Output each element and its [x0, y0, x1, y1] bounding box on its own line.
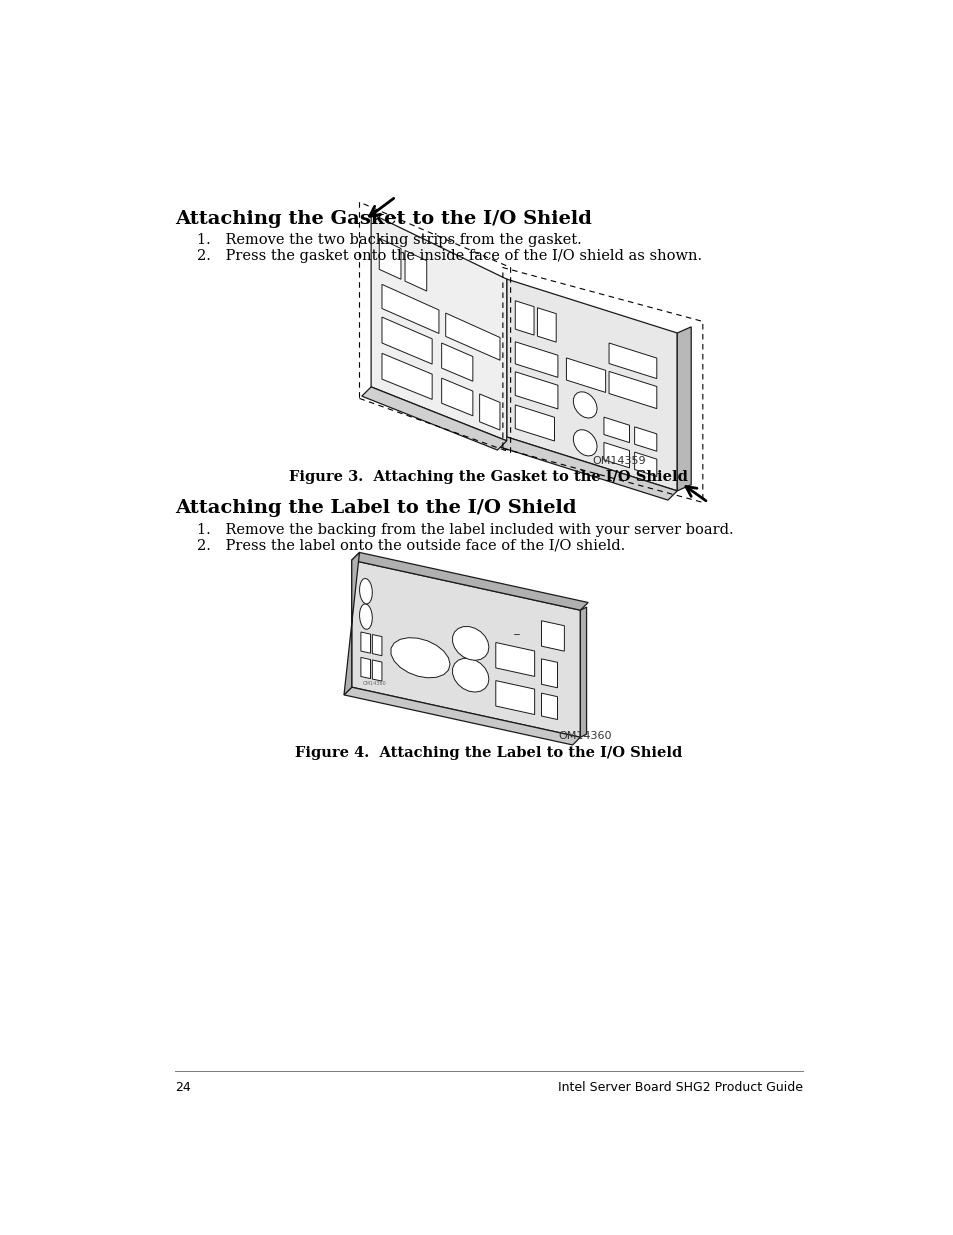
Polygon shape: [441, 378, 473, 416]
Polygon shape: [445, 312, 499, 361]
Polygon shape: [537, 308, 556, 342]
Polygon shape: [344, 552, 359, 695]
Polygon shape: [352, 552, 587, 610]
Polygon shape: [566, 358, 605, 393]
Polygon shape: [515, 372, 558, 409]
Polygon shape: [634, 452, 656, 477]
Polygon shape: [515, 342, 558, 378]
Polygon shape: [515, 405, 554, 441]
Text: OM14360: OM14360: [363, 680, 386, 685]
Text: 2.  Press the gasket onto the inside face of the I/O shield as shown.: 2. Press the gasket onto the inside face…: [196, 249, 701, 263]
Polygon shape: [405, 251, 426, 291]
Polygon shape: [372, 635, 381, 656]
Polygon shape: [506, 279, 677, 490]
Text: Attaching the Gasket to the I/O Shield: Attaching the Gasket to the I/O Shield: [174, 210, 591, 227]
Polygon shape: [452, 658, 488, 692]
Polygon shape: [381, 353, 432, 399]
Polygon shape: [634, 427, 656, 451]
Polygon shape: [391, 637, 450, 678]
Text: Figure 4.  Attaching the Label to the I/O Shield: Figure 4. Attaching the Label to the I/O…: [295, 746, 681, 760]
Polygon shape: [496, 642, 534, 677]
Polygon shape: [352, 561, 579, 737]
Polygon shape: [359, 604, 372, 630]
Polygon shape: [608, 372, 656, 409]
Polygon shape: [372, 659, 381, 680]
Text: Attaching the Label to the I/O Shield: Attaching the Label to the I/O Shield: [174, 499, 576, 516]
Text: OM14359: OM14359: [592, 456, 645, 466]
Polygon shape: [541, 693, 557, 720]
Polygon shape: [441, 343, 473, 382]
Polygon shape: [541, 621, 564, 651]
Polygon shape: [452, 626, 488, 661]
Polygon shape: [497, 437, 677, 500]
Polygon shape: [360, 657, 370, 678]
Polygon shape: [573, 430, 597, 456]
Polygon shape: [579, 608, 586, 737]
Text: Intel Server Board SHG2 Product Guide: Intel Server Board SHG2 Product Guide: [558, 1082, 802, 1094]
Polygon shape: [573, 391, 597, 419]
Polygon shape: [608, 343, 656, 379]
Text: 1.  Remove the backing from the label included with your server board.: 1. Remove the backing from the label inc…: [196, 524, 733, 537]
Polygon shape: [361, 387, 506, 450]
Text: 24: 24: [174, 1082, 191, 1094]
Text: 2.  Press the label onto the outside face of the I/O shield.: 2. Press the label onto the outside face…: [196, 538, 624, 552]
Text: OM14360: OM14360: [558, 731, 612, 741]
Polygon shape: [496, 680, 534, 715]
Polygon shape: [603, 442, 629, 468]
Polygon shape: [479, 394, 499, 430]
Polygon shape: [677, 327, 691, 490]
Polygon shape: [379, 238, 400, 279]
Polygon shape: [344, 687, 579, 745]
Polygon shape: [541, 658, 557, 688]
Polygon shape: [603, 417, 629, 442]
Polygon shape: [371, 214, 506, 441]
Text: Figure 3.  Attaching the Gasket to the I/O Shield: Figure 3. Attaching the Gasket to the I/…: [289, 471, 688, 484]
Polygon shape: [515, 301, 534, 335]
Polygon shape: [381, 317, 432, 364]
Polygon shape: [381, 284, 438, 333]
Text: 1.  Remove the two backing strips from the gasket.: 1. Remove the two backing strips from th…: [196, 233, 581, 247]
Polygon shape: [359, 578, 372, 604]
Polygon shape: [360, 632, 370, 653]
